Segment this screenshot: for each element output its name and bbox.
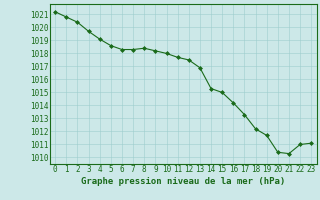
X-axis label: Graphe pression niveau de la mer (hPa): Graphe pression niveau de la mer (hPa) xyxy=(81,177,285,186)
